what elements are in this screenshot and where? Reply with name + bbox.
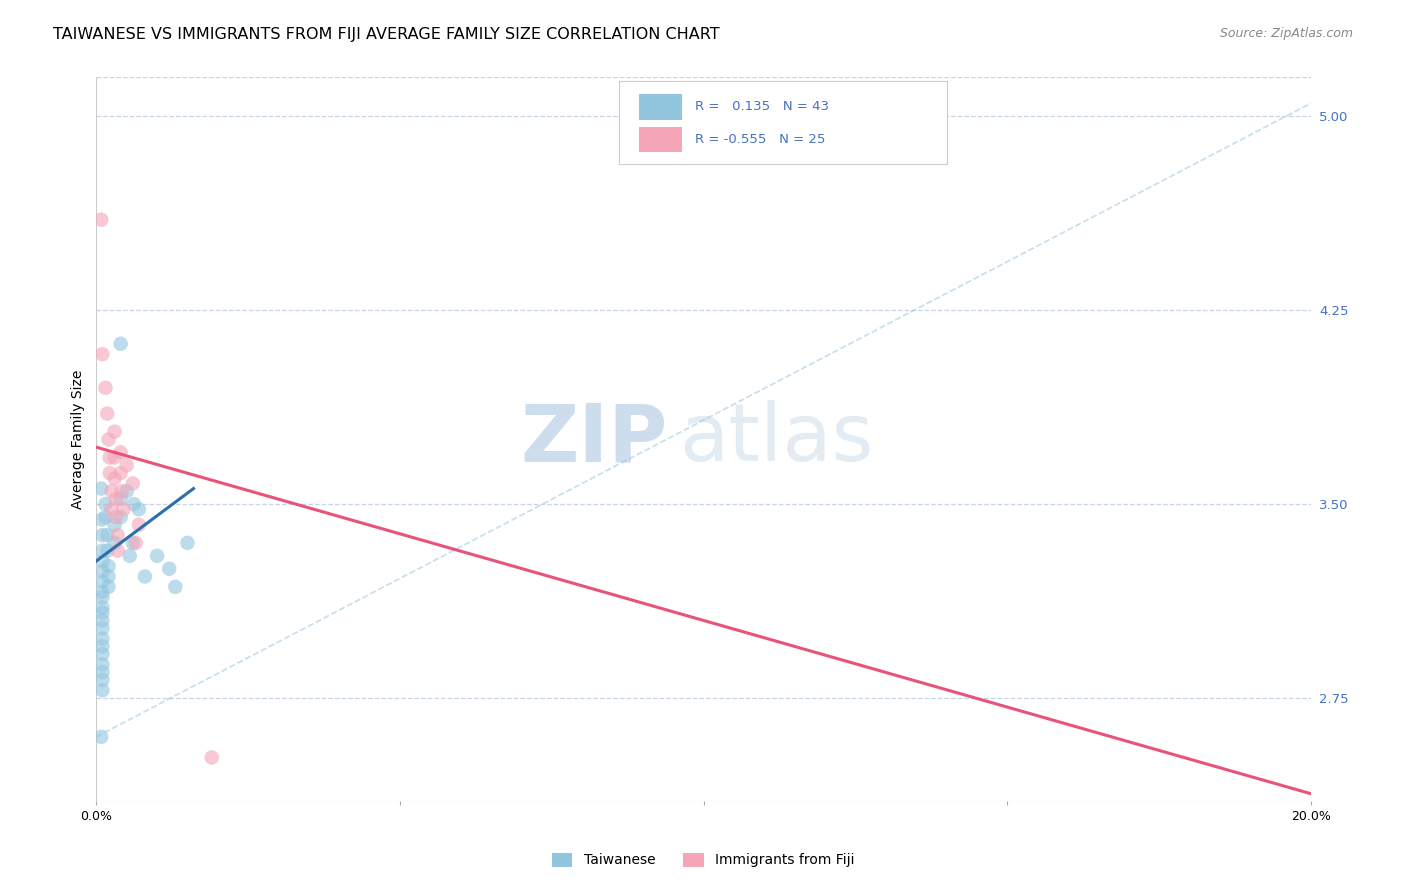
Point: [91, 600, 114, 615]
Point: [94, 510, 117, 524]
Point: [91, 606, 114, 620]
Point: [103, 450, 125, 465]
Point: [94, 497, 117, 511]
Point: [176, 536, 198, 550]
Point: [128, 502, 150, 516]
Point: [91, 528, 114, 542]
Text: atlas: atlas: [679, 401, 873, 478]
Point: [104, 510, 127, 524]
Point: [125, 536, 148, 550]
Point: [98, 466, 121, 480]
Point: [94, 381, 117, 395]
Point: [115, 458, 138, 473]
Point: [103, 517, 125, 532]
Point: [91, 590, 114, 604]
Point: [100, 484, 122, 499]
Point: [112, 502, 135, 516]
Point: [103, 471, 125, 485]
Point: [104, 491, 127, 506]
Point: [96, 528, 118, 542]
Point: [91, 665, 114, 680]
Text: ZIP: ZIP: [520, 401, 668, 478]
Point: [90, 212, 112, 227]
Point: [97, 433, 120, 447]
Point: [100, 502, 122, 516]
Point: [146, 549, 169, 563]
Point: [111, 484, 134, 499]
Text: Source: ZipAtlas.com: Source: ZipAtlas.com: [1219, 27, 1353, 40]
Point: [91, 347, 114, 361]
Y-axis label: Average Family Size: Average Family Size: [72, 370, 86, 509]
Point: [107, 528, 129, 542]
Point: [201, 750, 224, 764]
Point: [97, 559, 120, 574]
Text: R =   0.135   N = 43: R = 0.135 N = 43: [695, 100, 830, 113]
Point: [103, 425, 125, 439]
FancyBboxPatch shape: [640, 94, 682, 120]
Point: [121, 536, 143, 550]
Point: [110, 466, 132, 480]
Point: [90, 513, 112, 527]
Point: [91, 683, 114, 698]
Text: R = -0.555   N = 25: R = -0.555 N = 25: [695, 133, 825, 146]
Point: [96, 407, 118, 421]
Point: [91, 585, 114, 599]
Point: [118, 549, 141, 563]
Point: [121, 476, 143, 491]
Point: [110, 510, 132, 524]
Point: [107, 543, 129, 558]
Point: [91, 621, 114, 635]
Point: [110, 336, 132, 351]
Point: [110, 445, 132, 459]
Point: [96, 543, 118, 558]
Legend: Taiwanese, Immigrants from Fiji: Taiwanese, Immigrants from Fiji: [544, 846, 862, 874]
FancyBboxPatch shape: [640, 127, 682, 153]
Point: [157, 562, 180, 576]
Point: [97, 580, 120, 594]
Point: [134, 569, 156, 583]
Point: [122, 497, 145, 511]
Point: [91, 564, 114, 578]
Point: [97, 569, 120, 583]
Point: [91, 657, 114, 672]
Point: [91, 640, 114, 654]
Point: [91, 574, 114, 589]
Point: [91, 647, 114, 661]
Point: [91, 614, 114, 628]
Point: [91, 673, 114, 687]
FancyBboxPatch shape: [619, 81, 946, 164]
Point: [90, 482, 112, 496]
Point: [91, 632, 114, 646]
Text: TAIWANESE VS IMMIGRANTS FROM FIJI AVERAGE FAMILY SIZE CORRELATION CHART: TAIWANESE VS IMMIGRANTS FROM FIJI AVERAG…: [53, 27, 720, 42]
Point: [91, 543, 114, 558]
Point: [103, 536, 125, 550]
Point: [115, 484, 138, 499]
Point: [110, 491, 132, 506]
Point: [165, 580, 187, 594]
Point: [98, 450, 121, 465]
Point: [128, 517, 150, 532]
Point: [91, 554, 114, 568]
Point: [90, 730, 112, 744]
